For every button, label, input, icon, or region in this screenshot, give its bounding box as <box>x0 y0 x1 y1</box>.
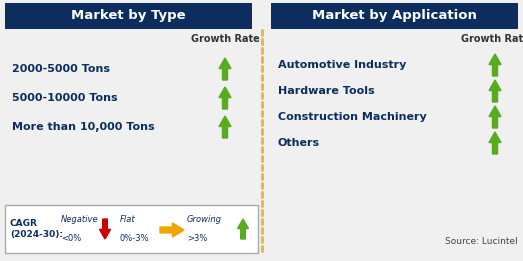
Polygon shape <box>489 54 501 76</box>
Text: Construction Machinery: Construction Machinery <box>278 112 427 122</box>
Text: 5000-10000 Tons: 5000-10000 Tons <box>12 93 118 103</box>
Text: More than 10,000 Tons: More than 10,000 Tons <box>12 122 155 132</box>
Text: Market by Type: Market by Type <box>71 9 186 22</box>
Text: Growth Rate: Growth Rate <box>461 34 523 44</box>
Polygon shape <box>219 87 231 109</box>
Polygon shape <box>160 223 184 237</box>
Text: (2024-30):: (2024-30): <box>10 230 63 240</box>
Text: 2000-5000 Tons: 2000-5000 Tons <box>12 64 110 74</box>
FancyBboxPatch shape <box>5 205 258 253</box>
Text: Automotive Industry: Automotive Industry <box>278 60 406 70</box>
Text: Growing: Growing <box>187 215 222 224</box>
Text: Flat: Flat <box>120 215 135 224</box>
Polygon shape <box>219 58 231 80</box>
Polygon shape <box>99 219 110 239</box>
Polygon shape <box>489 106 501 128</box>
Text: Others: Others <box>278 138 320 148</box>
Text: Growth Rate: Growth Rate <box>190 34 259 44</box>
Text: >3%: >3% <box>187 234 208 243</box>
Polygon shape <box>237 219 248 239</box>
Text: 0%-3%: 0%-3% <box>120 234 150 243</box>
Text: <0%: <0% <box>61 234 81 243</box>
FancyBboxPatch shape <box>271 3 518 29</box>
FancyBboxPatch shape <box>5 3 252 29</box>
Text: Negative: Negative <box>61 215 99 224</box>
Text: CAGR: CAGR <box>10 220 38 228</box>
Text: Hardware Tools: Hardware Tools <box>278 86 374 96</box>
Polygon shape <box>219 116 231 138</box>
Text: Source: Lucintel: Source: Lucintel <box>445 237 518 246</box>
Text: Market by Application: Market by Application <box>312 9 477 22</box>
Polygon shape <box>489 132 501 154</box>
Polygon shape <box>489 80 501 102</box>
